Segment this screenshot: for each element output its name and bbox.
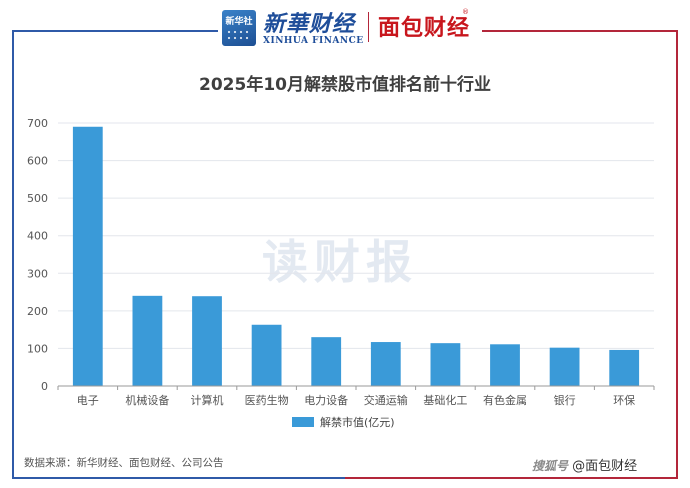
bars [72, 126, 640, 386]
y-tick-label: 100 [27, 342, 48, 355]
y-tick-label: 600 [27, 155, 48, 168]
x-tick-label: 基础化工 [423, 393, 467, 407]
xinhua-logo-globe-icon [226, 29, 252, 41]
frame-bottom [12, 477, 678, 479]
xinhua-finance-english: XINHUA FINANCE [263, 36, 364, 46]
sohu-credit: 搜狐号 @面包财经 [532, 455, 637, 474]
x-tick-label: 电子 [77, 394, 99, 407]
bar [72, 126, 103, 386]
y-axis-ticks: 0 100 200 300 400 500 600 700 [27, 117, 48, 393]
bar [132, 295, 163, 386]
brand-divider [368, 12, 369, 42]
sohu-platform-label: 搜狐号 [532, 459, 569, 473]
legend: 解禁市值(亿元) [292, 415, 395, 429]
bar [549, 347, 580, 386]
bar [192, 296, 222, 386]
y-tick-label: 300 [27, 267, 48, 280]
y-tick-label: 200 [27, 305, 48, 318]
legend-swatch [292, 417, 314, 427]
chart-title: 2025年10月解禁股市值排名前十行业 [199, 75, 491, 95]
brand-header: 新华社 新華财经 XINHUA FINANCE 面包财经 ® [0, 6, 690, 52]
x-tick-label: 有色金属 [483, 393, 527, 407]
xinhua-finance-name: 新華财经 [263, 11, 356, 37]
x-tick-label: 机械设备 [125, 393, 169, 407]
frame-right [676, 30, 678, 478]
y-tick-label: 700 [27, 117, 48, 130]
x-tick-label: 环保 [613, 393, 635, 407]
x-tick-label: 银行 [554, 393, 576, 407]
data-source-note: 数据来源：新华财经、面包财经、公司公告 [24, 457, 224, 469]
registered-mark: ® [462, 8, 469, 16]
bar [609, 349, 640, 386]
legend-label: 解禁市值(亿元) [320, 415, 395, 429]
x-tick-label: 计算机 [191, 393, 224, 407]
bar [251, 324, 282, 386]
x-tick-label: 电力设备 [304, 393, 348, 407]
xinhua-logo: 新华社 [222, 10, 256, 46]
x-axis-ticks: 电子 机械设备 计算机 医药生物 电力设备 交通运输 基础化工 有色金属 银行 环保 [57, 386, 655, 407]
bar [370, 342, 401, 386]
y-tick-label: 500 [27, 192, 48, 205]
bar [490, 344, 520, 386]
watermark: 读财报 [262, 235, 418, 289]
gridlines [58, 122, 654, 349]
credit-handle: @面包财经 [572, 459, 638, 474]
frame-top-left [12, 30, 218, 32]
frame-left [12, 30, 14, 478]
bar [311, 337, 342, 386]
x-tick-label: 医药生物 [245, 393, 289, 407]
mianbao-finance-logo: 面包财经 [378, 16, 471, 41]
xinhua-logo-text: 新华社 [225, 17, 253, 27]
y-tick-label: 0 [41, 380, 48, 393]
y-tick-label: 400 [27, 230, 48, 243]
x-tick-label: 交通运输 [364, 393, 408, 407]
bar [430, 343, 461, 386]
frame-top-right [482, 30, 678, 32]
